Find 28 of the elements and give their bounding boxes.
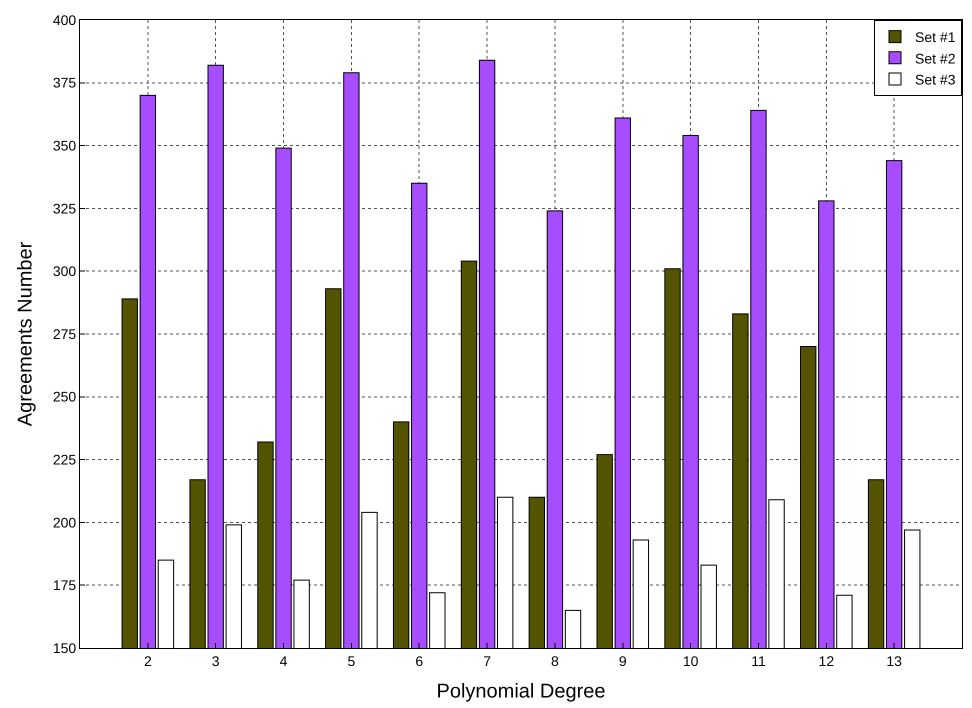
x-tick-label: 7 bbox=[483, 652, 492, 669]
x-tick-label: 3 bbox=[212, 652, 220, 669]
x-tick-label: 6 bbox=[415, 652, 424, 669]
y-tick-label: 325 bbox=[52, 200, 76, 216]
y-tick-label: 200 bbox=[52, 514, 76, 530]
x-tick-label: 10 bbox=[682, 652, 699, 669]
x-tick-label: 11 bbox=[751, 652, 766, 669]
legend-label: Set #3 bbox=[915, 71, 956, 88]
x-tick-label: 2 bbox=[144, 652, 152, 669]
y-tick-label: 225 bbox=[52, 452, 76, 468]
y-tick-label: 275 bbox=[52, 326, 76, 342]
y-tick-label: 375 bbox=[52, 74, 76, 91]
y-tick-label: 150 bbox=[52, 640, 76, 656]
y-tick-label: 175 bbox=[52, 577, 76, 594]
x-tick-label: 9 bbox=[618, 652, 627, 669]
y-tick-label: 350 bbox=[52, 138, 76, 154]
x-tick-label: 4 bbox=[280, 652, 288, 669]
x-axis-title: Polynomial Degree bbox=[436, 680, 606, 702]
x-tick-label: 5 bbox=[347, 652, 356, 669]
y-tick-label: 250 bbox=[52, 388, 76, 405]
legend-label: Set #1 bbox=[915, 29, 956, 46]
x-tick-label: 12 bbox=[818, 652, 834, 669]
x-tick-label: 8 bbox=[551, 652, 560, 669]
legend-label: Set #2 bbox=[915, 50, 956, 66]
y-tick-label: 400 bbox=[52, 12, 76, 28]
y-tick-label: 300 bbox=[52, 263, 76, 280]
y-axis-title: Agreements Number bbox=[14, 241, 36, 426]
x-tick-label: 13 bbox=[886, 652, 902, 669]
